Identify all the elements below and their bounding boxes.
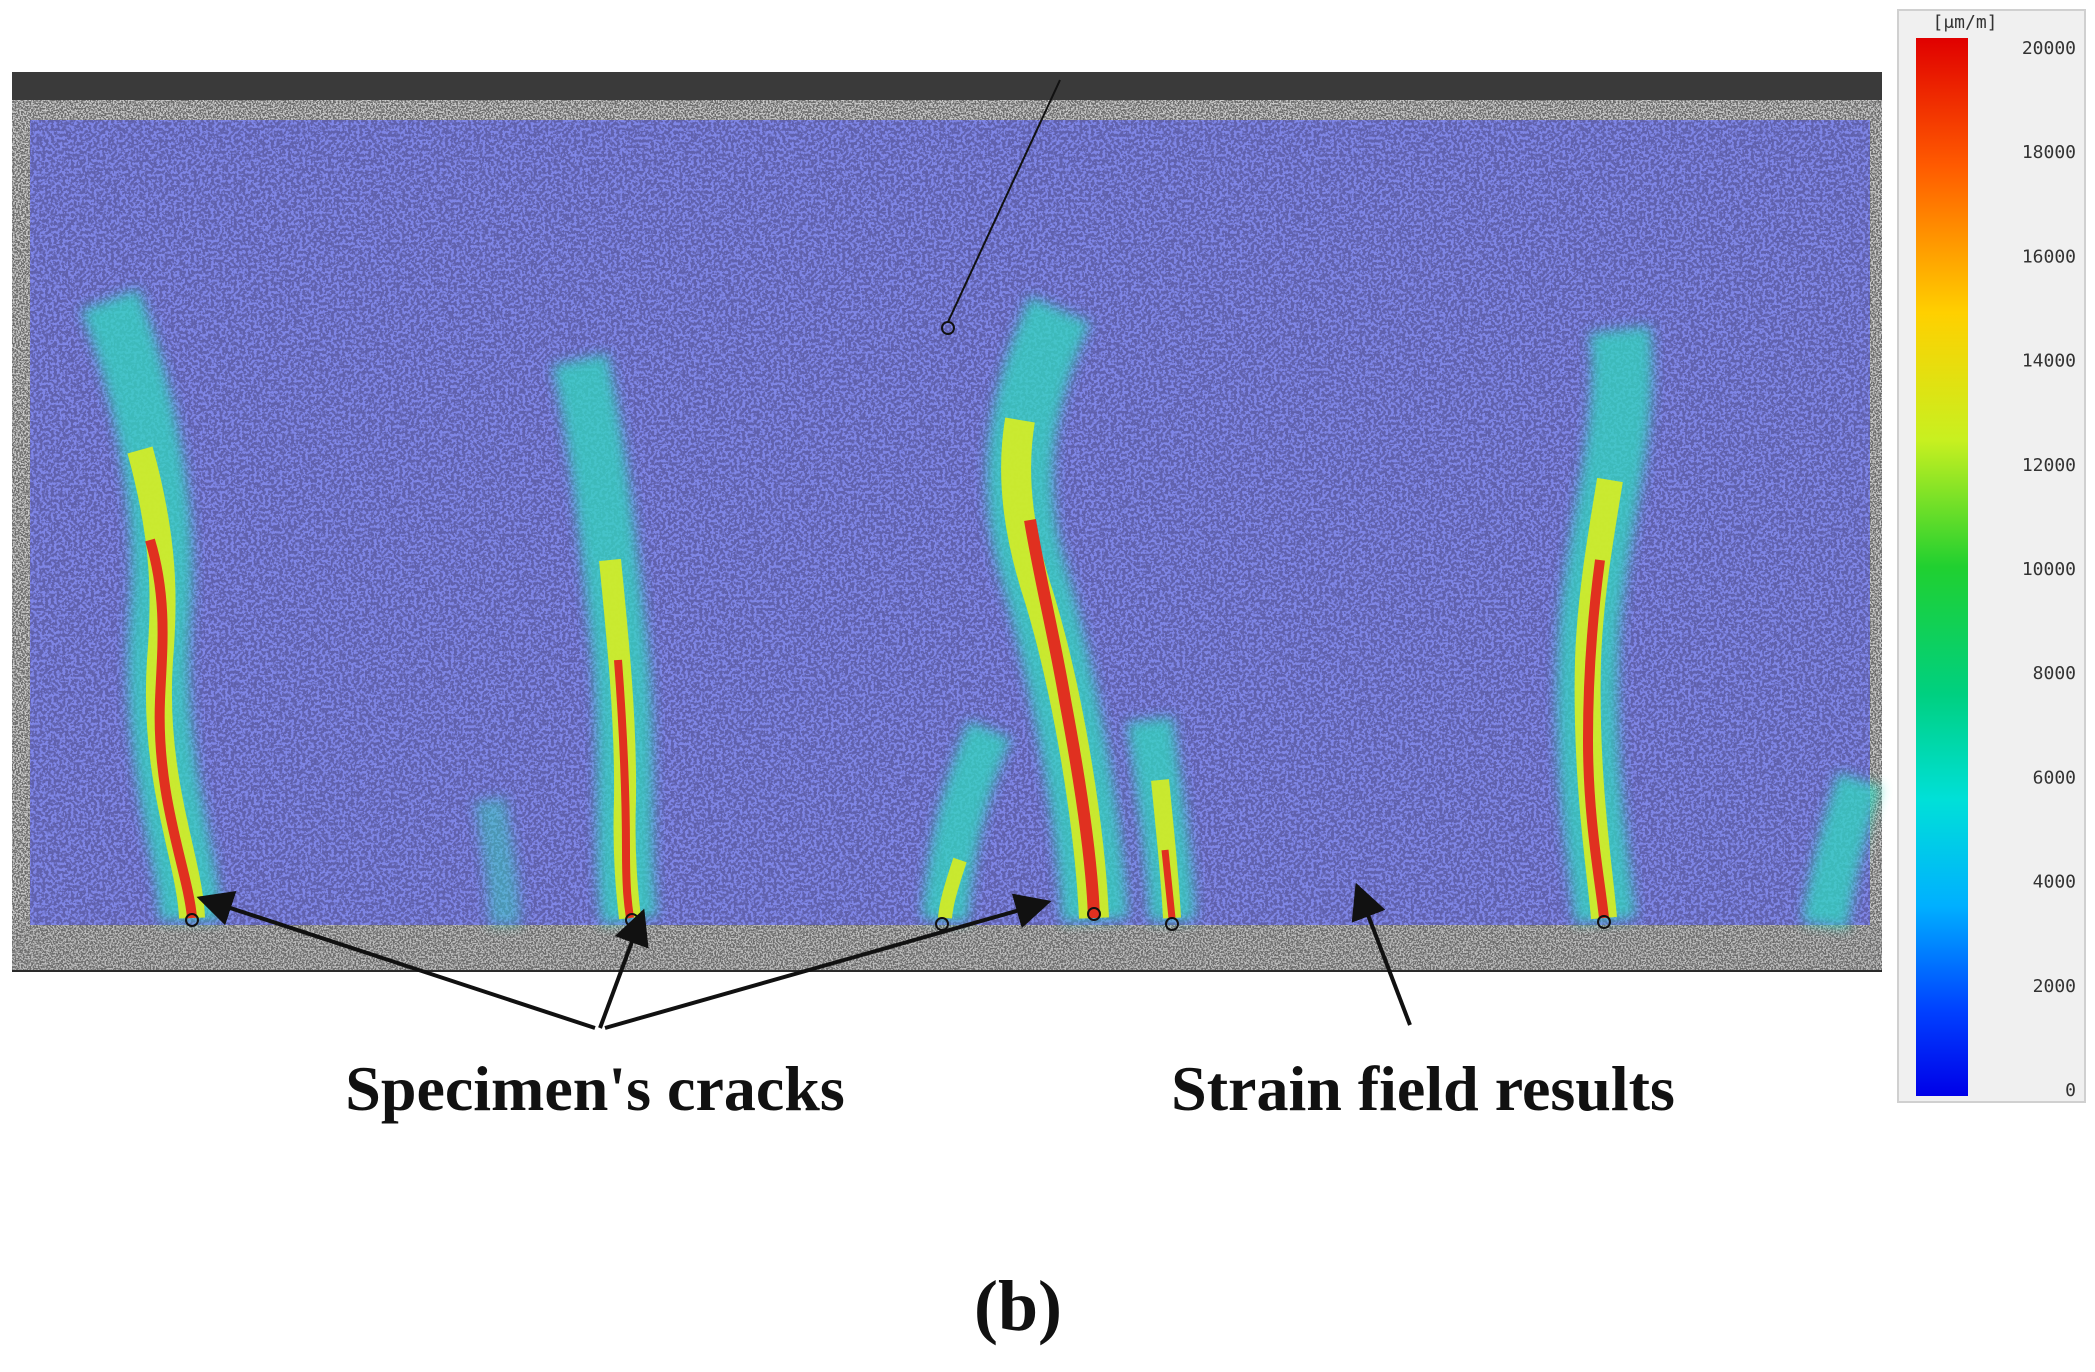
gauge-line-top <box>947 79 1061 323</box>
colorbar-tick-label: 20000 <box>2022 38 2076 59</box>
colorbar-tick-labels: 2000018000160001400012000100008000600040… <box>2022 38 2076 1101</box>
gauge-marker-4 <box>1087 907 1101 921</box>
colorbar-tick-label: 4000 <box>2033 872 2076 893</box>
cracks-arrow-1 <box>196 891 596 1030</box>
gauge-marker-6 <box>1597 915 1611 929</box>
top-dark-band <box>12 72 1882 100</box>
cracks-arrow-3 <box>604 893 1052 1030</box>
colorbar-tick-label: 10000 <box>2022 559 2076 580</box>
colorbar-tick-label: 2000 <box>2033 976 2076 997</box>
crack-mid-6 <box>938 857 967 919</box>
colorbar-tick-label: 6000 <box>2033 767 2076 788</box>
colorbar-tick-label: 8000 <box>2033 663 2076 684</box>
colorbar-tick-label: 14000 <box>2022 351 2076 372</box>
colorbar: [μm/m] 200001800016000140001200010000800… <box>1897 9 2086 1103</box>
colorbar-unit: [μm/m] <box>1932 12 1997 33</box>
cracks-label: Specimen's cracks <box>345 1053 845 1124</box>
crack-cores <box>145 519 1609 919</box>
crack-core-1 <box>145 538 197 919</box>
strain-field-label: Strain field results <box>1171 1053 1675 1124</box>
colorbar-tick-label: 16000 <box>2022 246 2076 267</box>
crack-core-5 <box>1582 559 1609 919</box>
gauge-marker-3 <box>935 917 949 931</box>
colorbar-tick-label: 18000 <box>2022 142 2076 163</box>
crack-halo-8 <box>475 797 520 926</box>
colorbar-tick-label: 0 <box>2065 1080 2076 1101</box>
cracks-arrow-2 <box>598 908 649 1029</box>
annotation-arrows <box>196 882 1412 1030</box>
colorbar-tick-label: 12000 <box>2022 455 2076 476</box>
crack-halo-7 <box>1802 772 1882 929</box>
strain-arrow <box>1351 882 1412 1026</box>
crack-core-4 <box>1161 849 1176 919</box>
gauge-marker-5 <box>1165 917 1179 931</box>
crack-core-3 <box>1024 519 1100 919</box>
crack-bands <box>81 289 1882 929</box>
colorbar-gradient <box>1916 38 1968 1096</box>
subfigure-label: (b) <box>974 1266 1062 1346</box>
crack-core-2 <box>614 659 634 919</box>
